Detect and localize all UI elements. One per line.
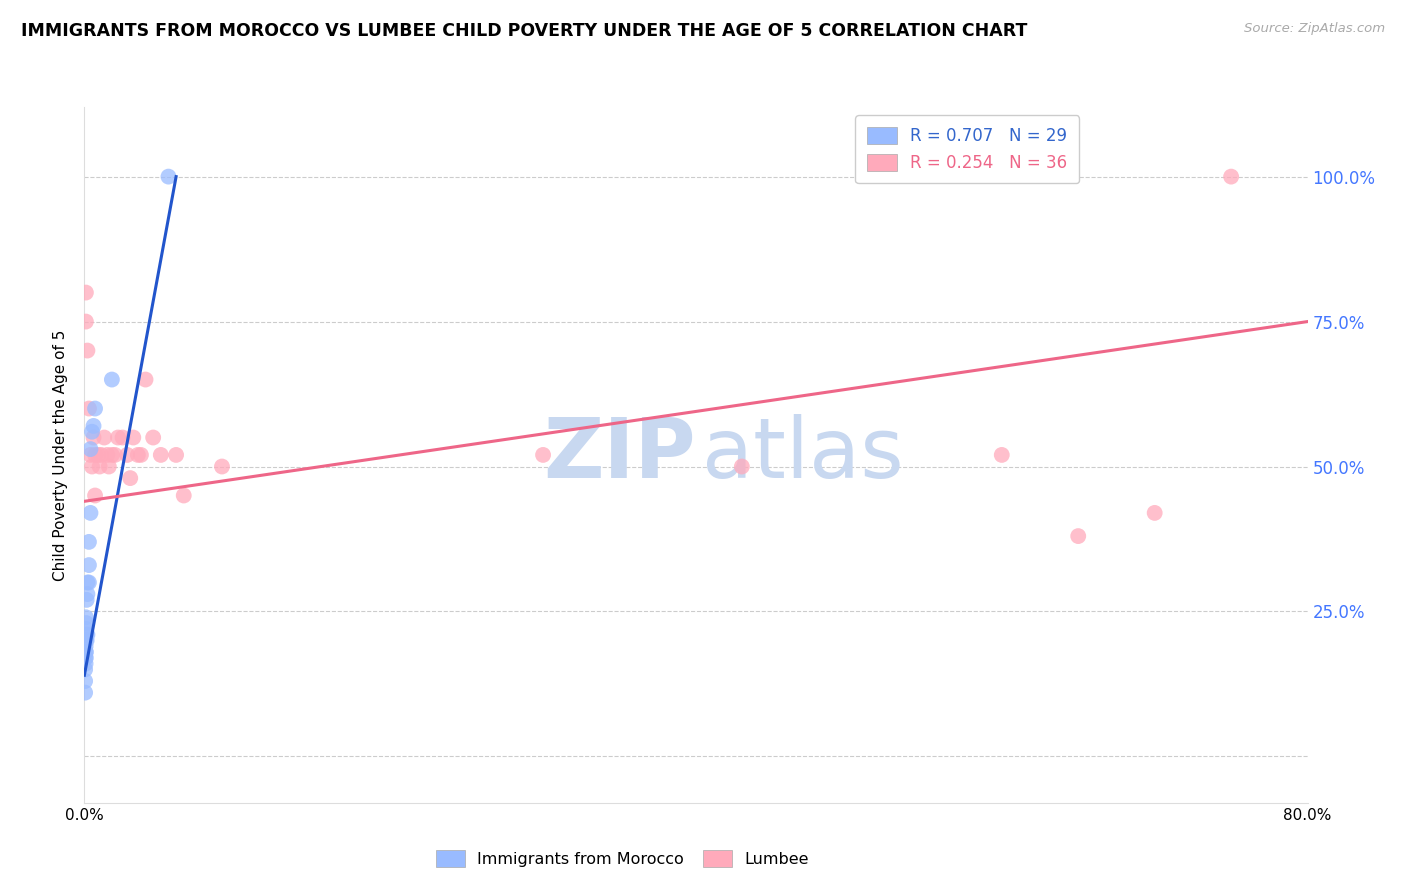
Text: atlas: atlas [702, 415, 904, 495]
Point [77, 575, 100, 590]
Text: ZIP: ZIP [544, 415, 696, 495]
Point [76, 343, 98, 358]
Point [93, 431, 115, 445]
Point [75, 662, 97, 677]
Point [75, 622, 97, 636]
Point [76, 587, 98, 601]
Point [76, 592, 98, 607]
Point [75, 651, 97, 665]
Point [75, 645, 97, 659]
Point [101, 373, 124, 387]
Point [149, 448, 172, 462]
Point [77, 558, 100, 573]
Point [173, 489, 195, 503]
Point [129, 448, 152, 462]
Point [79, 448, 101, 462]
Point [101, 448, 124, 462]
Point [96, 448, 118, 462]
Point [80, 425, 103, 439]
Text: IMMIGRANTS FROM MOROCCO VS LUMBEE CHILD POVERTY UNDER THE AGE OF 5 CORRELATION C: IMMIGRANTS FROM MOROCCO VS LUMBEE CHILD … [21, 22, 1028, 40]
Point [107, 431, 129, 445]
Point [991, 448, 1014, 462]
Point [531, 448, 554, 462]
Text: Source: ZipAtlas.com: Source: ZipAtlas.com [1244, 22, 1385, 36]
Y-axis label: Child Poverty Under the Age of 5: Child Poverty Under the Age of 5 [53, 329, 69, 581]
Point [120, 471, 142, 485]
Point [77, 534, 100, 549]
Point [111, 431, 134, 445]
Point [75, 628, 97, 642]
Point [76, 628, 98, 642]
Point [731, 459, 754, 474]
Point [1067, 529, 1090, 543]
Point [75, 633, 97, 648]
Point [84, 448, 107, 462]
Point [142, 431, 165, 445]
Point [90, 448, 112, 462]
Point [97, 459, 120, 474]
Point [115, 448, 138, 462]
Point [122, 431, 145, 445]
Point [75, 639, 97, 653]
Point [75, 610, 97, 624]
Point [165, 448, 187, 462]
Point [135, 373, 157, 387]
Point [75, 645, 97, 659]
Point [76, 633, 98, 648]
Point [75, 315, 97, 329]
Point [89, 459, 111, 474]
Point [127, 448, 149, 462]
Point [75, 685, 97, 699]
Point [84, 489, 107, 503]
Point [76, 575, 98, 590]
Point [83, 419, 105, 434]
Point [75, 651, 97, 665]
Point [75, 674, 97, 689]
Point [84, 401, 107, 416]
Point [1143, 506, 1166, 520]
Point [77, 401, 100, 416]
Point [79, 442, 101, 457]
Legend: Immigrants from Morocco, Lumbee: Immigrants from Morocco, Lumbee [427, 842, 817, 875]
Point [75, 615, 97, 630]
Point [157, 169, 180, 184]
Point [1220, 169, 1243, 184]
Point [75, 657, 97, 671]
Point [104, 448, 127, 462]
Point [79, 506, 101, 520]
Point [83, 431, 105, 445]
Point [211, 459, 233, 474]
Point [75, 285, 97, 300]
Point [87, 448, 110, 462]
Point [80, 459, 103, 474]
